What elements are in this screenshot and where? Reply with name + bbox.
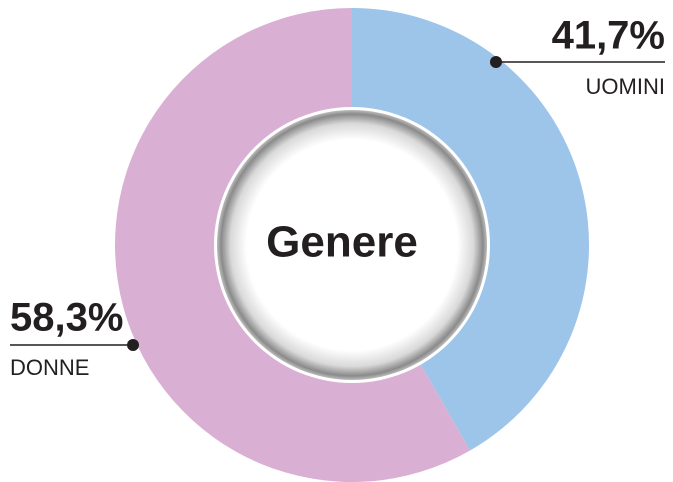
chart-title: Genere <box>266 218 418 267</box>
category-label: UOMINI <box>586 74 665 99</box>
leader-dot <box>490 56 502 68</box>
value-label: 58,3% <box>10 296 123 340</box>
center-hole <box>217 110 487 380</box>
value-label: 41,7% <box>552 14 665 58</box>
category-label: DONNE <box>10 355 89 380</box>
leader-dot <box>127 339 139 351</box>
